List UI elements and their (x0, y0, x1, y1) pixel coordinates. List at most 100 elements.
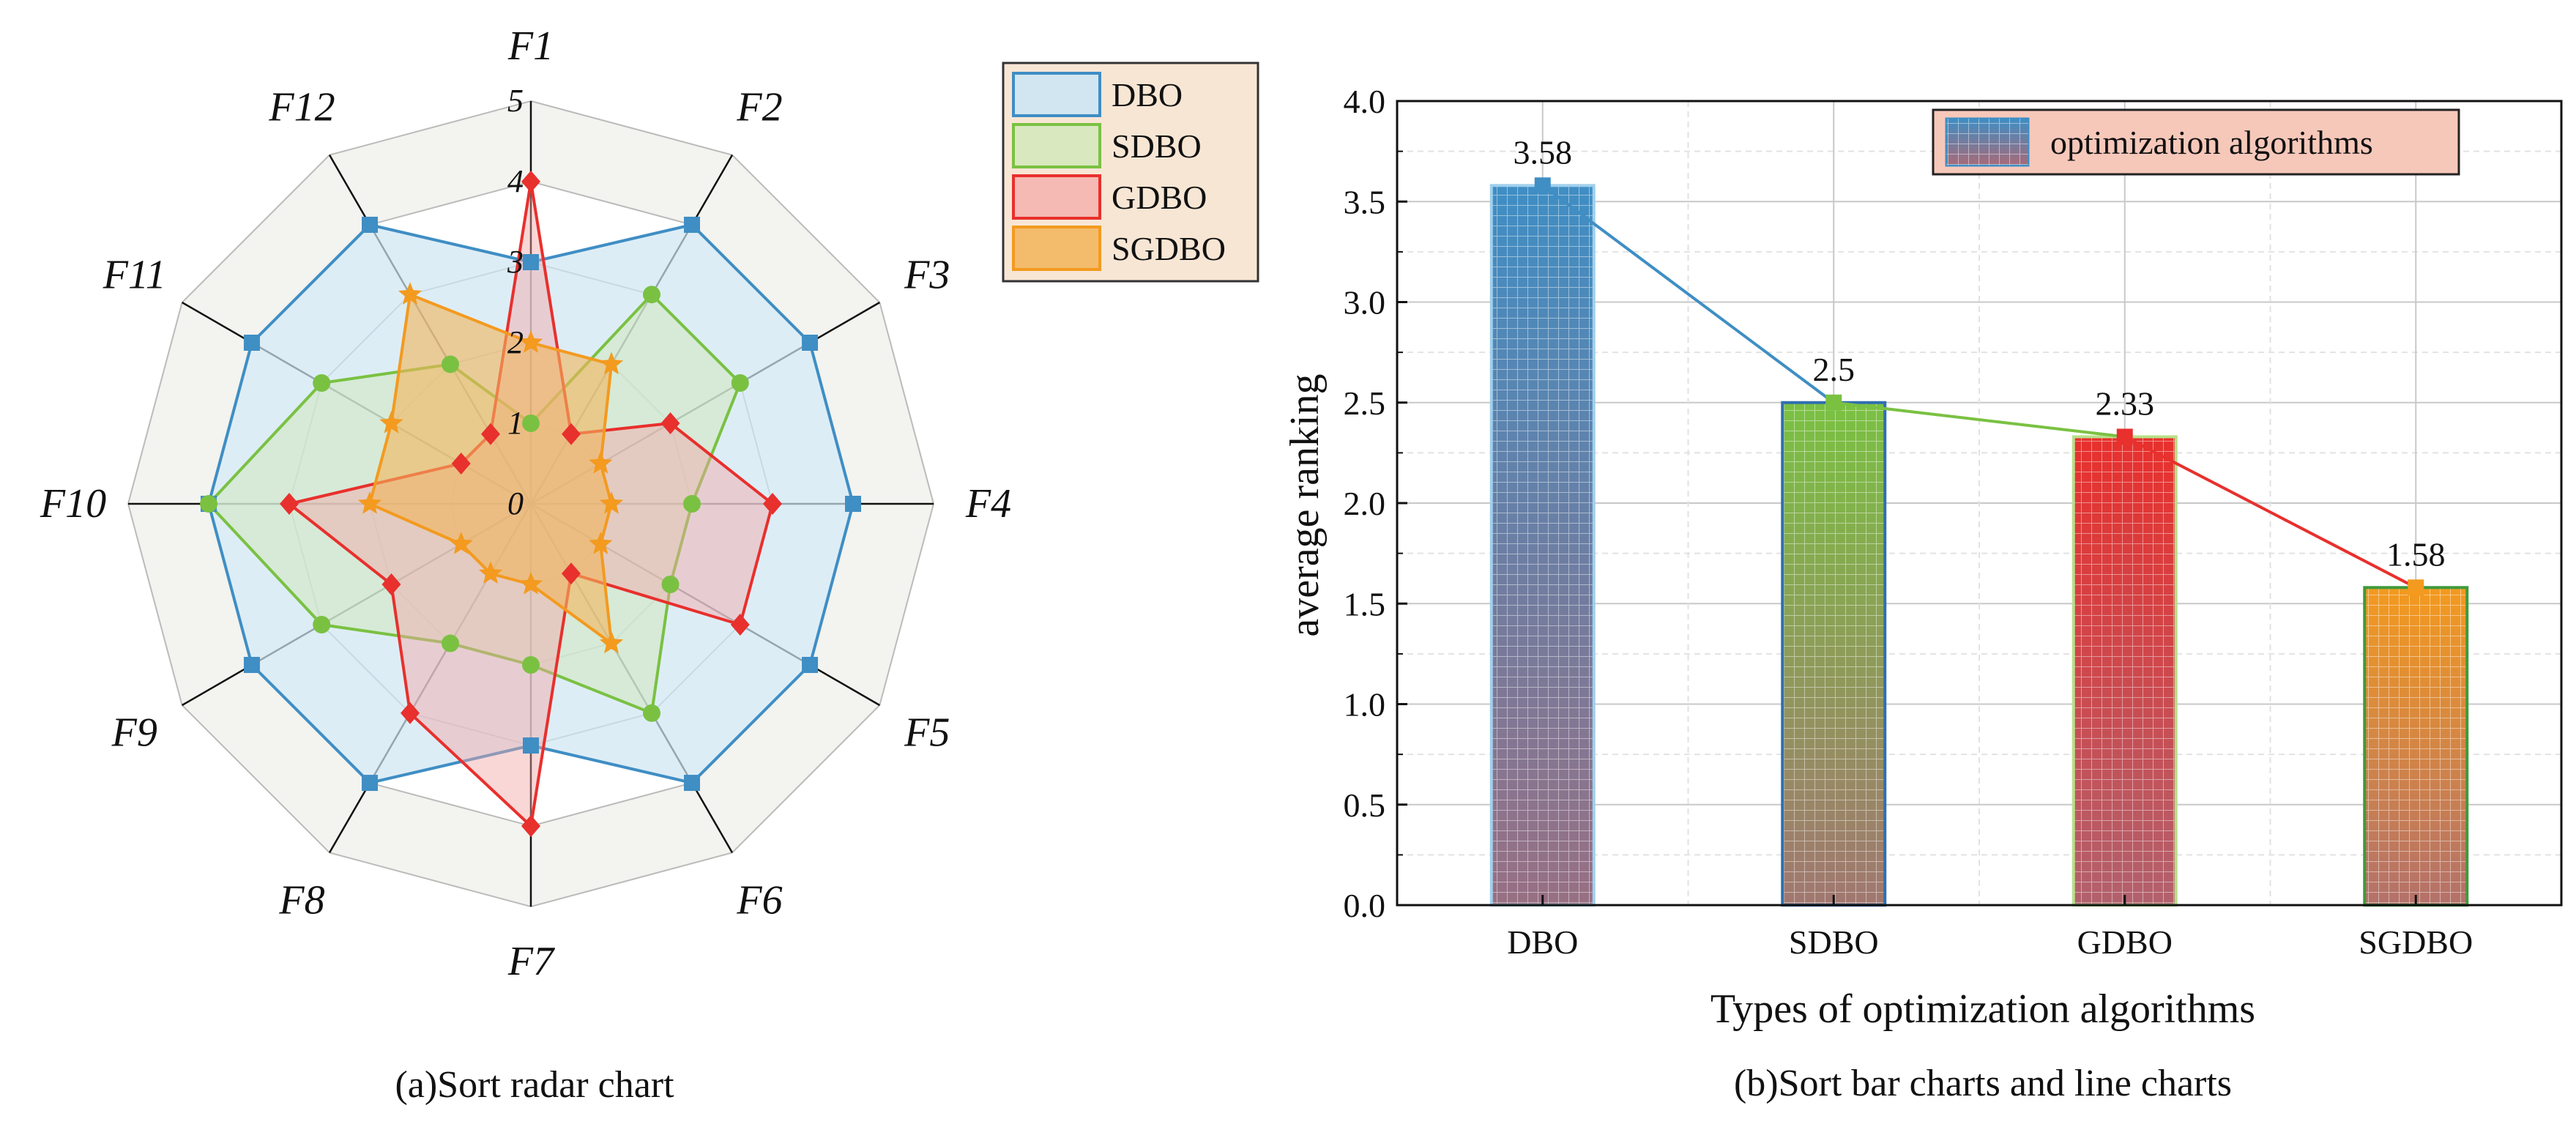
radar-legend-swatch-GDBO (1012, 174, 1101, 220)
bar-trend-point-SDBO (1825, 394, 1842, 411)
bar-GDBO (2071, 435, 2178, 907)
radar-legend-label-GDBO: GDBO (1112, 179, 1207, 216)
bar-SDBO (1781, 401, 1887, 907)
radar-tick-0: 0 (507, 486, 524, 521)
radar-point-GDBO-F5 (730, 614, 750, 636)
radar-point-DBO-F5 (802, 657, 819, 673)
radar-point-GDBO-F3 (660, 412, 680, 434)
bar-trend-segment-2 (2123, 435, 2417, 590)
radar-point-SDBO-F3 (731, 374, 749, 392)
bar-ytick-2.5: 2.5 (1344, 384, 1386, 422)
radar-axis-label-F11: F11 (103, 253, 166, 298)
bar-ylabel: average ranking (1282, 373, 1328, 636)
radar-point-SDBO-F7 (522, 656, 540, 674)
radar-point-DBO-F6 (684, 775, 700, 792)
radar-point-SGDBO-F8 (478, 561, 503, 584)
radar-axis-label-F3: F3 (904, 253, 950, 298)
radar-point-SDBO-F2 (643, 286, 660, 304)
radar-legend-label-DBO: DBO (1112, 76, 1183, 114)
radar-point-SDBO-F10 (200, 495, 217, 513)
radar-point-SGDBO-F1 (518, 330, 543, 353)
radar-point-GDBO-F1 (521, 171, 540, 193)
bar-value-labels: 3.58 2.5 2.33 1.58 (1514, 133, 2446, 573)
bar-xtick-SDBO: SDBO (1789, 923, 1879, 961)
radar-point-SGDBO-F3 (589, 451, 613, 474)
bar-trend-point-DBO (1534, 177, 1551, 194)
radar-point-GDBO-F11 (451, 453, 471, 475)
radar-point-GDBO-F12 (481, 423, 500, 445)
radar-axis-label-F5: F5 (904, 710, 950, 756)
radar-point-SGDBO-F10 (357, 491, 382, 514)
radar-point-GDBO-F4 (763, 493, 782, 515)
bar-ytick-2.0: 2.0 (1344, 485, 1386, 522)
bar-ytick-4.0: 4.0 (1344, 83, 1386, 120)
radar-legend-label-SDBO: SDBO (1112, 127, 1202, 165)
radar-point-SGDBO-F5 (589, 532, 613, 554)
radar-axis-label-F8: F8 (278, 877, 324, 923)
bar-SGDBO (2363, 586, 2469, 907)
bar-ytick-3.0: 3.0 (1344, 284, 1386, 321)
bar-value-label-SGDBO: 1.58 (2386, 535, 2446, 573)
radar-point-DBO-F11 (243, 335, 260, 351)
radar-point-GDBO-F10 (280, 493, 299, 515)
bar-DBO (1489, 184, 1596, 907)
radar-legend-swatch-SDBO (1012, 123, 1101, 168)
radar-point-DBO-F3 (802, 335, 819, 351)
bar-ytick-0.5: 0.5 (1344, 786, 1386, 824)
bar-line-chart: 3.58 2.5 2.33 1.58 0.0 0.5 1.0 1.5 2.0 2.5 3.0 3.5… (1282, 83, 2563, 1104)
bar-trend-point-SGDBO (2408, 579, 2424, 596)
radar-point-SGDBO-F4 (599, 491, 624, 514)
radar-point-GDBO-F9 (381, 573, 401, 595)
radar-axis-label-F12: F12 (268, 85, 335, 130)
radar-axis-label-F6: F6 (736, 877, 782, 923)
radar-axis-labels: F1 F2 F3 F4 F5 F6 F7 F8 F9 F10 F11 F12 (40, 23, 1011, 984)
radar-axis-label-F4: F4 (965, 481, 1011, 527)
radar-chart: 0 1 2 3 4 5 F1 F2 F3 F4 F5 F6 F7 F8 F9 F10 F11 F12 DBO SD… (40, 23, 1259, 1106)
radar-point-SGDBO-F12 (398, 282, 422, 305)
bar-value-label-GDBO: 2.33 (2096, 384, 2155, 422)
radar-point-SDBO-F1 (522, 414, 540, 432)
bar-trend-line (1534, 177, 2424, 596)
radar-point-DBO-F8 (362, 775, 378, 792)
bar-trend-point-GDBO (2116, 428, 2133, 445)
bar-xtick-SGDBO: SGDBO (2359, 923, 2473, 961)
radar-point-GDBO-F2 (562, 423, 581, 445)
radar-legend: DBO SDBO GDBO SGDBO (1002, 62, 1259, 283)
radar-tick-4: 4 (507, 163, 524, 199)
radar-axis-label-F1: F1 (507, 23, 554, 69)
radar-series (200, 171, 861, 837)
bar-axes: 0.0 0.5 1.0 1.5 2.0 2.5 3.0 3.5 4.0 DBO SDBO GDBO SG… (1344, 83, 2563, 961)
radar-legend-swatch-SGDBO (1012, 226, 1101, 271)
radar-point-SGDBO-F2 (599, 352, 624, 375)
radar-point-DBO-F2 (684, 216, 700, 233)
bar-legend-label: optimization algorithms (2050, 124, 2373, 161)
radar-legend-swatch-DBO (1012, 72, 1101, 117)
radar-point-GDBO-F7 (521, 815, 540, 837)
bar-xlabel: Types of optimization algorithms (1710, 986, 2255, 1032)
radar-point-SGDBO-F7 (518, 572, 543, 595)
radar-tick-labels: 0 1 2 3 4 5 (507, 83, 524, 521)
bar-xtick-DBO: DBO (1507, 923, 1578, 961)
bar-ytick-1.5: 1.5 (1344, 585, 1386, 622)
radar-point-DBO-F1 (523, 254, 539, 270)
radar-point-SDBO-F12 (442, 355, 459, 373)
radar-point-SDBO-F5 (661, 576, 680, 593)
bar-value-label-SDBO: 2.5 (1813, 351, 1855, 388)
radar-point-DBO-F7 (523, 737, 539, 754)
bar-bars (1489, 184, 2469, 907)
radar-point-DBO-F12 (362, 216, 378, 233)
radar-point-GDBO-F6 (562, 562, 581, 585)
radar-point-SGDBO-F9 (449, 532, 473, 554)
bar-trend-segment-1 (1834, 401, 2125, 439)
bar-ytick-1.0: 1.0 (1344, 686, 1386, 724)
radar-tick-1: 1 (507, 405, 524, 441)
radar-point-DBO-F4 (845, 496, 861, 512)
radar-point-DBO-F9 (243, 657, 260, 673)
bar-xtick-GDBO: GDBO (2077, 923, 2173, 961)
radar-point-SDBO-F11 (313, 374, 331, 392)
bar-ytick-0.0: 0.0 (1344, 887, 1386, 924)
radar-point-SDBO-F9 (313, 616, 331, 633)
bar-ytick-3.5: 3.5 (1344, 183, 1386, 220)
radar-tick-2: 2 (507, 324, 524, 360)
